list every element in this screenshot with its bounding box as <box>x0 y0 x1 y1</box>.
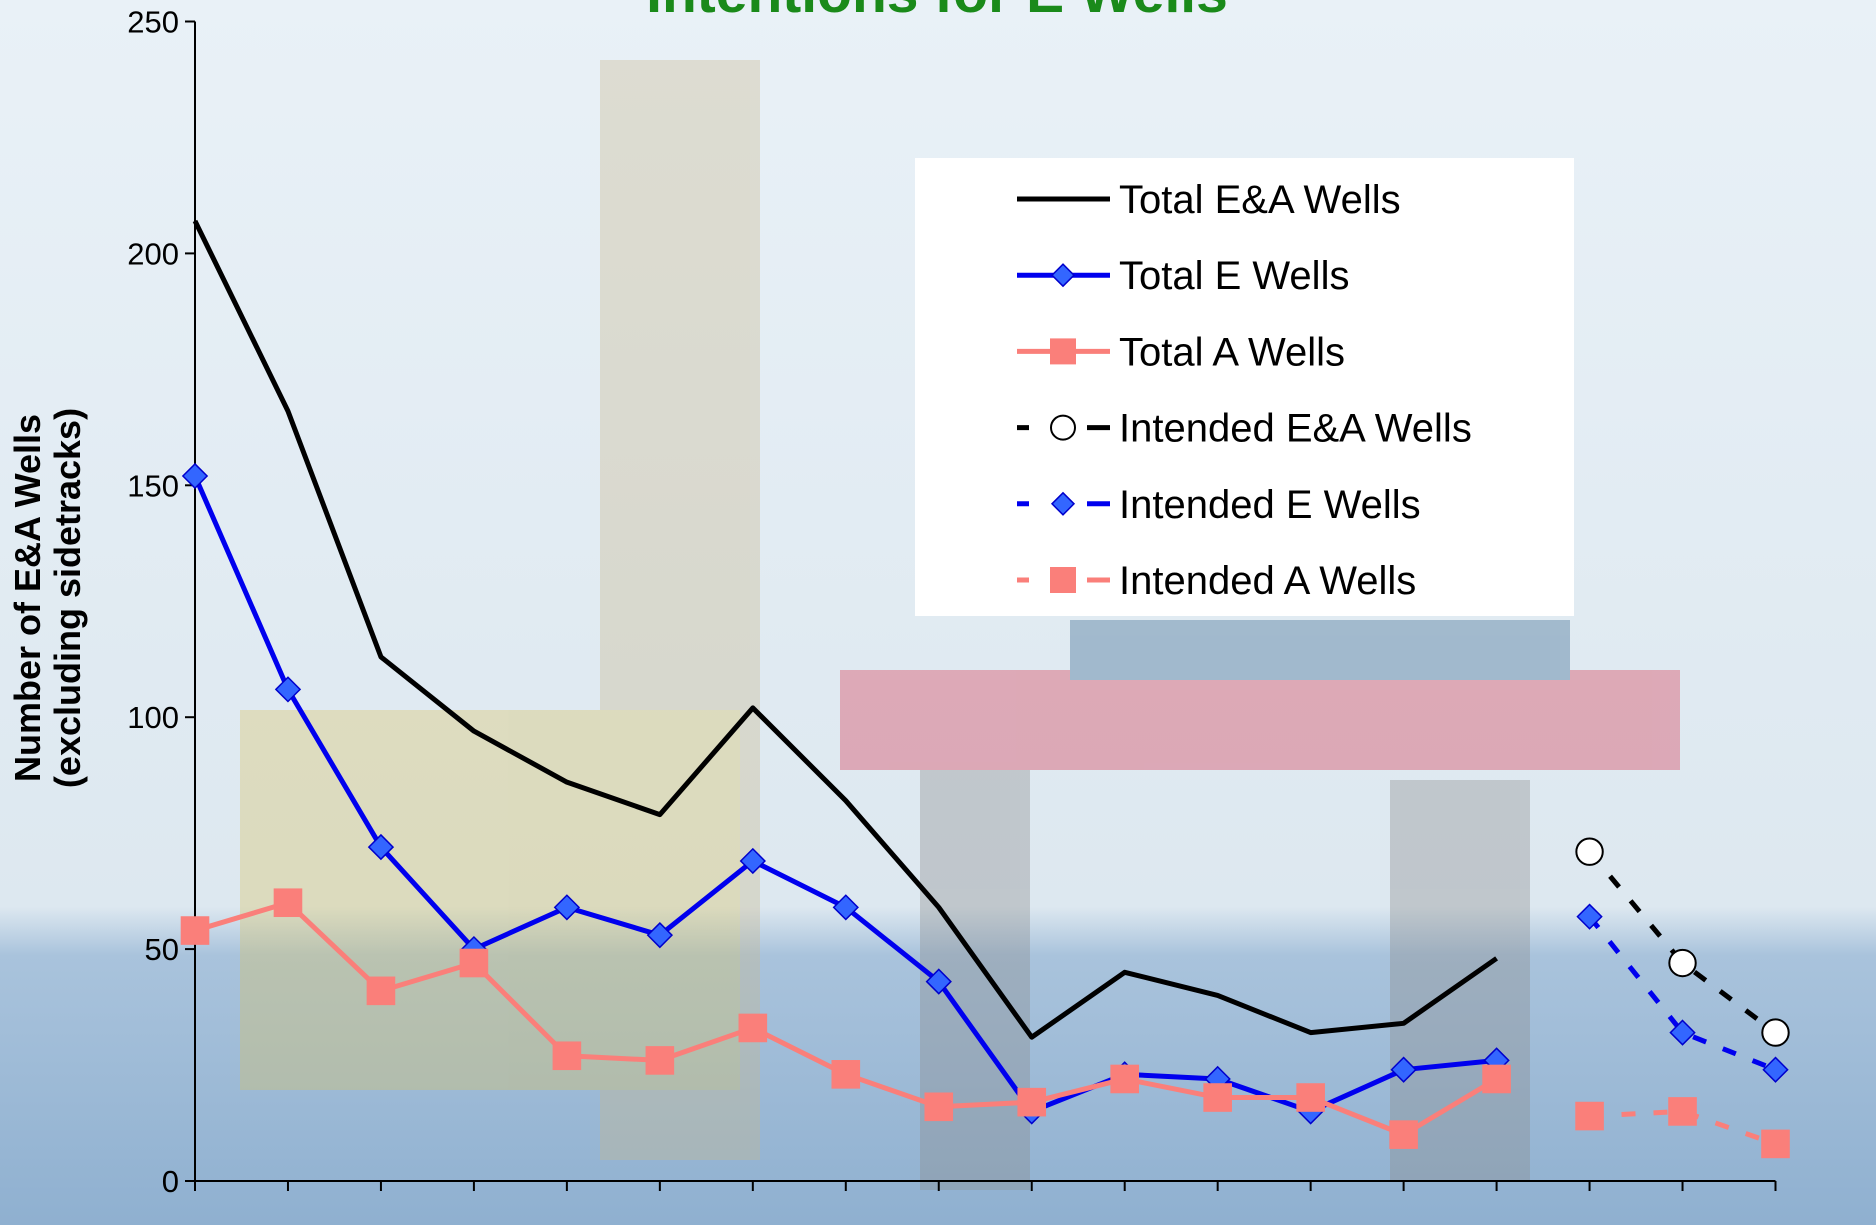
data-point <box>1203 1083 1232 1112</box>
data-point <box>1761 1130 1790 1159</box>
data-point <box>646 1046 675 1075</box>
legend <box>915 158 1574 616</box>
y-tick-label: 50 <box>145 932 179 967</box>
data-point <box>739 1014 768 1043</box>
legend-label: Intended A Wells <box>1119 559 1416 603</box>
data-point <box>274 888 303 917</box>
data-point <box>1668 1097 1697 1126</box>
y-tick-label: 0 <box>162 1164 179 1199</box>
page: {"chart_data": {"type": "line", "title":… <box>0 0 1876 1225</box>
legend-label: Intended E&A Wells <box>1119 407 1472 451</box>
data-point <box>1296 1083 1325 1112</box>
data-point <box>367 977 396 1006</box>
data-point <box>1389 1120 1418 1149</box>
y-tick-label: 100 <box>127 700 179 735</box>
data-point <box>181 916 210 945</box>
data-point <box>1576 839 1602 865</box>
data-point <box>1669 950 1695 976</box>
legend-label: Total E Wells <box>1119 254 1349 298</box>
chart-title: Intentions for E Wells <box>646 0 1228 25</box>
data-point <box>1110 1065 1139 1094</box>
y-tick-label: 200 <box>127 236 179 271</box>
legend-label: Intended E Wells <box>1119 483 1421 527</box>
data-point <box>924 1092 953 1121</box>
legend-label: Total E&A Wells <box>1119 178 1401 222</box>
data-point <box>831 1060 860 1089</box>
y-tick-label: 250 <box>127 5 179 40</box>
y-axis-label-line: (excluding sidetracks) <box>47 408 88 788</box>
data-point <box>1575 1102 1604 1131</box>
data-point <box>553 1041 582 1070</box>
legend-marker <box>1051 416 1075 440</box>
y-axis-label: Number of E&A Wells (excluding sidetrack… <box>7 408 88 788</box>
chart: Intentions for E Wells Number of E&A Wel… <box>0 0 1876 1225</box>
y-axis-label-line: Number of E&A Wells <box>7 414 48 782</box>
y-tick-label: 150 <box>127 468 179 503</box>
legend-marker <box>1050 338 1076 364</box>
data-point <box>1762 1019 1788 1045</box>
legend-label: Total A Wells <box>1119 330 1345 374</box>
data-point <box>1482 1065 1511 1094</box>
data-point <box>1017 1088 1046 1117</box>
legend-marker <box>1050 567 1076 593</box>
data-point <box>460 949 489 978</box>
